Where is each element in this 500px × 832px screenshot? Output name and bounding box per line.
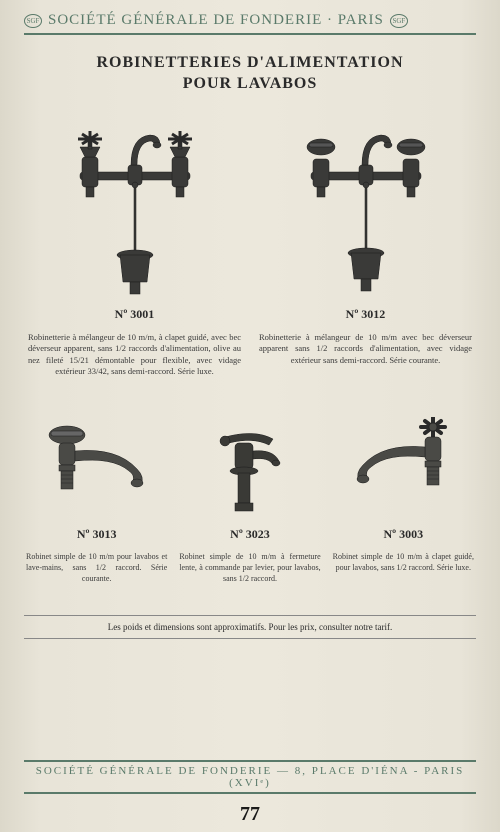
product-number: Nº 3012 <box>255 307 476 322</box>
product-3001: Nº 3001 Robinetterie à mélangeur de 10 m… <box>24 117 245 378</box>
product-description: Robinet simple de 10 m/m pour lavabos et… <box>24 552 169 584</box>
products-row-bottom: Nº 3013 Robinet simple de 10 m/m pour la… <box>24 417 476 584</box>
product-image <box>331 417 476 517</box>
product-image <box>255 117 476 297</box>
header-company: SOCIÉTÉ GÉNÉRALE DE FONDERIE · PARIS <box>48 12 384 29</box>
header-rule: SGF SOCIÉTÉ GÉNÉRALE DE FONDERIE · PARIS… <box>24 12 476 29</box>
page-title: ROBINETTERIES D'ALIMENTATION POUR LAVABO… <box>24 53 476 95</box>
title-line1: ROBINETTERIES D'ALIMENTATION <box>24 53 476 74</box>
product-3012: Nº 3012 Robinetterie à mélangeur de 10 m… <box>255 117 476 378</box>
title-line2: POUR LAVABOS <box>24 74 476 95</box>
product-3023: Nº 3023 Robinet simple de 10 m/m à ferme… <box>177 417 322 584</box>
catalog-page: SGF SOCIÉTÉ GÉNÉRALE DE FONDERIE · PARIS… <box>0 0 500 832</box>
emblem-right: SGF <box>390 14 408 28</box>
product-number: Nº 3023 <box>177 527 322 542</box>
footnote: Les poids et dimensions sont approximati… <box>24 615 476 639</box>
product-description: Robinetterie à mélangeur de 10 m/m avec … <box>255 332 476 366</box>
product-number: Nº 3001 <box>24 307 245 322</box>
product-description: Robinet simple de 10 m/m à fermeture len… <box>177 552 322 584</box>
page-number: 77 <box>0 803 500 826</box>
product-description: Robinet simple de 10 m/m à clapet guidé,… <box>331 552 476 574</box>
product-number: Nº 3003 <box>331 527 476 542</box>
product-description: Robinetterie à mélangeur de 10 m/m, à cl… <box>24 332 245 378</box>
footer-address: SOCIÉTÉ GÉNÉRALE DE FONDERIE — 8, PLACE … <box>24 760 476 794</box>
header-underline <box>24 33 476 35</box>
product-3003: Nº 3003 Robinet simple de 10 m/m à clape… <box>331 417 476 584</box>
product-image <box>24 417 169 517</box>
product-image <box>177 417 322 517</box>
product-number: Nº 3013 <box>24 527 169 542</box>
products-row-top: Nº 3001 Robinetterie à mélangeur de 10 m… <box>24 117 476 378</box>
product-3013: Nº 3013 Robinet simple de 10 m/m pour la… <box>24 417 169 584</box>
emblem-left: SGF <box>24 14 42 28</box>
product-image <box>24 117 245 297</box>
